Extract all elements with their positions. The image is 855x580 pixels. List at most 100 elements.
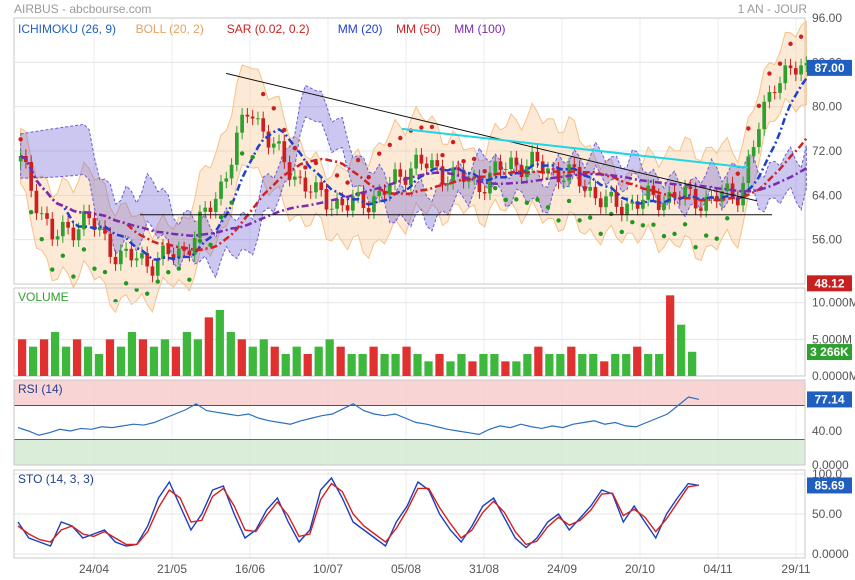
candle-body	[50, 218, 55, 240]
candle-body	[720, 191, 724, 202]
volume-bar	[50, 332, 60, 376]
volume-bar	[237, 339, 246, 376]
sar-dot	[419, 125, 424, 130]
sar-dot	[250, 154, 255, 160]
rsi-panel: 40.00 0.0000 RSI (14) 77.14	[13, 379, 852, 472]
candle-body	[540, 161, 545, 174]
sar-dot	[355, 157, 361, 163]
volume-bar	[292, 346, 301, 376]
sar-dot	[313, 160, 319, 166]
volume-bar	[28, 346, 38, 376]
volume-bar	[611, 354, 620, 376]
x-tick-label: 04/11	[703, 562, 732, 576]
candle-body	[271, 143, 276, 148]
candle-body	[171, 254, 176, 259]
volume-bar	[655, 354, 664, 376]
sar-dot	[134, 287, 139, 292]
sar-dot	[471, 156, 477, 162]
x-tick-label: 10/07	[313, 562, 343, 576]
price-badge: 87.00	[814, 61, 844, 75]
sar-dot	[640, 223, 646, 228]
sar-dot	[229, 200, 234, 205]
volume-bar	[369, 346, 378, 376]
volume-bar	[325, 339, 334, 376]
candle-body	[97, 226, 102, 230]
candle-body	[108, 233, 113, 257]
candle-body	[150, 266, 155, 276]
price-panel: 96.0088.0080.0072.0064.0056.0048.00ICHIM…	[13, 11, 852, 314]
volume-bar	[281, 354, 290, 376]
candle-body	[577, 167, 582, 187]
candle-body	[208, 207, 213, 212]
candle-body	[103, 226, 107, 234]
candle-body	[409, 168, 413, 185]
sar-dot	[788, 41, 793, 47]
candle-body	[572, 164, 577, 168]
price-tick-label: 96.00	[812, 11, 842, 25]
candle-body	[345, 205, 350, 211]
candle-body	[393, 169, 397, 184]
sar-dot	[703, 233, 709, 238]
sar-dot	[71, 274, 76, 279]
volume-bar	[512, 361, 521, 376]
candle-body	[377, 190, 382, 197]
candle-body	[699, 208, 703, 211]
candle-body	[240, 114, 244, 133]
x-tick-label: 05/08	[391, 562, 421, 576]
indicator-legend-label: MM (20)	[338, 22, 383, 36]
sar-dot	[271, 106, 276, 111]
volume-bar	[490, 354, 499, 376]
candle-body	[140, 253, 144, 259]
volume-tick-label: 0.0000M	[812, 369, 855, 383]
sar-dot	[566, 198, 572, 204]
volume-bar	[116, 346, 126, 376]
volume-panel: 10.000M 5.000M 0.0000M VOLUME 3 266K	[13, 287, 855, 383]
timeframe-label[interactable]: 1 AN - JOUR	[737, 2, 807, 16]
trendline-cyan	[401, 127, 749, 169]
volume-bar	[523, 354, 532, 376]
candle-body	[66, 221, 70, 228]
mm20-line	[20, 77, 808, 261]
volume-tick-label: 5.000M	[812, 332, 852, 346]
indicator-legend-label: BOLL (20, 2)	[136, 22, 204, 36]
sar-dot	[798, 34, 804, 39]
candle-body	[509, 157, 513, 170]
volume-bar	[622, 354, 631, 376]
volume-bar	[688, 351, 697, 376]
sar-dot	[598, 231, 603, 236]
candle-body	[477, 176, 482, 193]
candle-body	[113, 256, 118, 265]
sar-dot	[39, 237, 44, 242]
price-tick-label: 72.00	[812, 144, 842, 158]
x-axis: 24/04 21/05 16/06 10/07 05/08 31/08 24/09 20/10…	[79, 562, 811, 576]
candle-body	[514, 157, 519, 166]
candle-body	[187, 250, 192, 255]
sar-dot	[60, 253, 66, 258]
candle-body	[414, 154, 418, 169]
candle-body	[229, 164, 234, 179]
sar-dot	[187, 277, 192, 282]
candle-body	[667, 192, 672, 203]
volume-bar	[347, 354, 356, 376]
volume-bar	[83, 346, 93, 376]
candle-body	[503, 169, 508, 171]
candle-body	[314, 182, 318, 193]
sar-dot	[28, 209, 34, 215]
rsi-badge: 77.14	[814, 392, 844, 406]
volume-bar	[402, 346, 411, 376]
volume-bar	[182, 332, 191, 376]
sar-dot	[166, 269, 171, 275]
candle-body	[614, 191, 619, 207]
x-tick-label: 24/09	[547, 562, 577, 576]
candle-body	[688, 186, 693, 189]
candle-body	[324, 190, 329, 210]
candle-body	[604, 196, 608, 208]
rsi-badge-bg	[807, 391, 852, 408]
candle-body	[403, 176, 408, 185]
price-tick-label: 80.00	[812, 100, 842, 114]
sto-tick-label: 50.00	[812, 507, 842, 521]
volume-bar	[567, 346, 576, 376]
volume-title: VOLUME	[18, 290, 69, 304]
candle-body	[192, 237, 197, 255]
